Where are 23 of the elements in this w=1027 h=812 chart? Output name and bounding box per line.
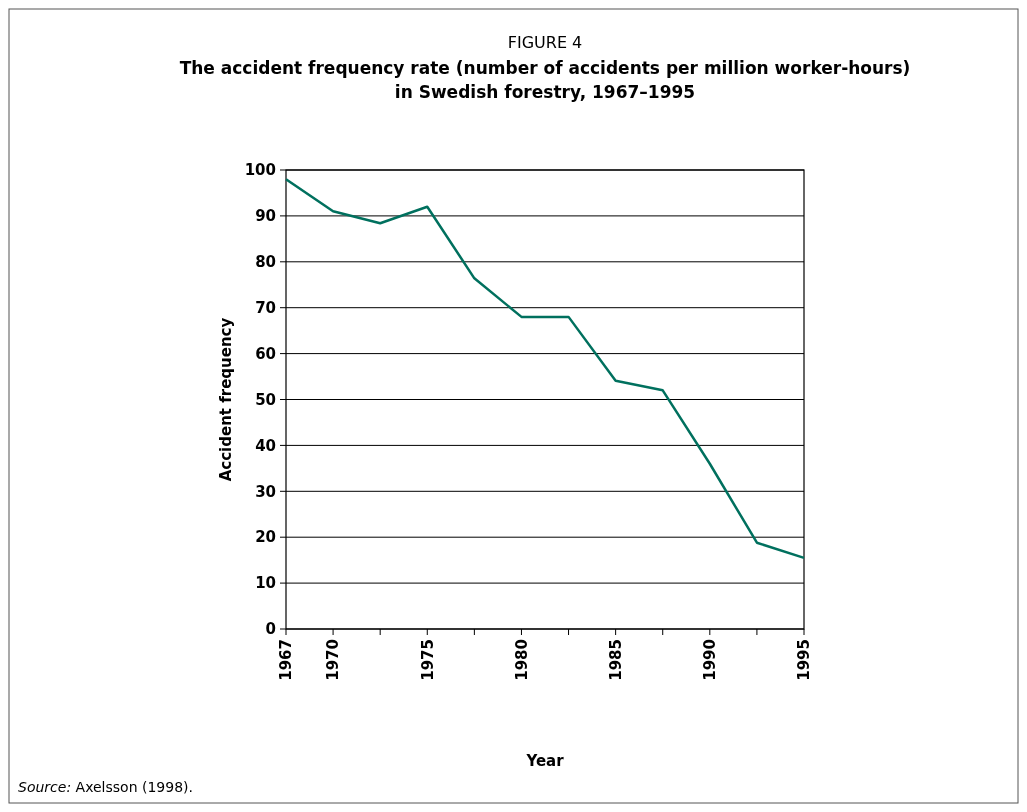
y-tick-label: 40 [255, 436, 276, 455]
chart-title: FIGURE 4 [507, 33, 583, 52]
y-tick-label: 80 [255, 253, 276, 272]
y-axis-title: Accident frequency [217, 317, 235, 482]
x-tick-label: 1970 [324, 639, 343, 681]
chart-subtitle: The accident frequency rate (number of accidents per million worker-hours) in Swedish forestry, 1967–1995 [179, 58, 911, 102]
y-tick-label: 20 [255, 528, 276, 547]
x-tick-label: 1975 [418, 639, 437, 681]
y-tick-label: 10 [255, 574, 276, 593]
x-tick-label: 1967 [277, 639, 296, 681]
x-tick-label: 1980 [512, 639, 531, 681]
source-note: Source: Axelsson (1998). [18, 779, 193, 795]
x-tick-label: 1985 [606, 639, 625, 681]
y-tick-label: 30 [255, 482, 276, 501]
x-tick-label: 1990 [701, 639, 720, 681]
y-tick-label: 90 [255, 207, 276, 226]
y-tick-label: 70 [255, 298, 276, 317]
x-axis-title: Year [525, 752, 565, 770]
x-tick-label: 1995 [795, 639, 814, 681]
y-tick-label: 50 [255, 390, 276, 409]
y-tick-label: 100 [244, 161, 276, 180]
y-tick-label: 60 [255, 344, 276, 363]
y-tick-label: 0 [265, 620, 276, 639]
